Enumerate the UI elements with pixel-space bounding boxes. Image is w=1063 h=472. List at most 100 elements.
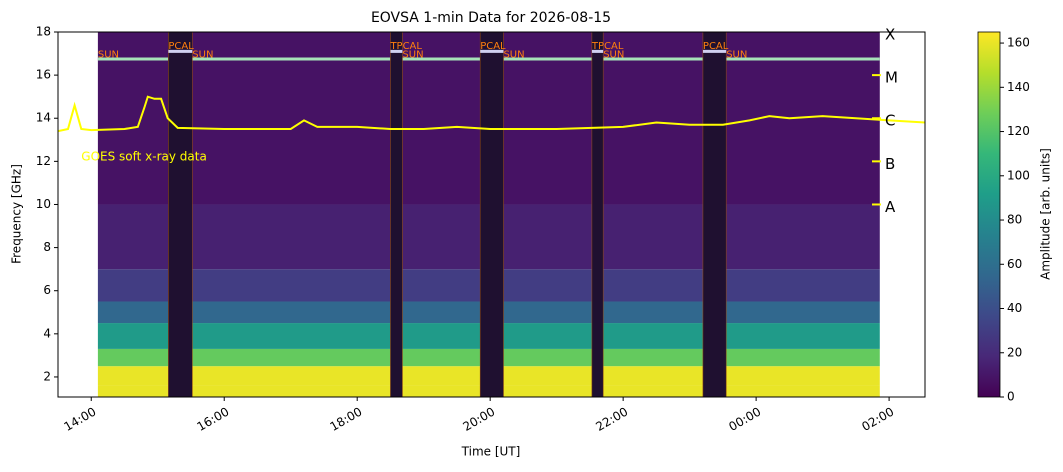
goes-class-label: B bbox=[885, 155, 895, 173]
colorbar-tick-label: 100 bbox=[1007, 168, 1030, 182]
goes-class-label: M bbox=[885, 69, 898, 87]
heatmap-cell bbox=[97, 32, 169, 205]
heatmap-cell bbox=[192, 323, 391, 349]
plot-frame bbox=[57, 31, 926, 398]
heatmap-cell bbox=[603, 323, 703, 349]
heatmap-cell bbox=[97, 323, 169, 349]
heatmap-cell bbox=[97, 301, 169, 324]
heatmap-cell bbox=[192, 269, 391, 302]
sun-label: SUN bbox=[98, 50, 119, 61]
heatmap-cell bbox=[97, 204, 169, 270]
goes-class-label: X bbox=[885, 26, 895, 44]
cal-label: TPCAL bbox=[591, 41, 624, 52]
cal-gap bbox=[479, 32, 504, 397]
heatmap-cell bbox=[726, 323, 880, 349]
sun-label: SUN bbox=[503, 50, 524, 61]
x-tick-label: 02:00 bbox=[859, 405, 896, 434]
heatmap-cell bbox=[603, 269, 703, 302]
y-tick-label: 18 bbox=[36, 25, 51, 39]
y-tick-label: 16 bbox=[36, 68, 51, 82]
heatmap-cell bbox=[603, 385, 703, 397]
colorbar-tick-label: 20 bbox=[1007, 345, 1022, 359]
colorbar-tick-label: 160 bbox=[1007, 36, 1030, 50]
heatmap-cell bbox=[402, 366, 481, 386]
heatmap-cell bbox=[726, 348, 880, 367]
heatmap-cell bbox=[192, 204, 391, 270]
goes-annotation: GOES soft x-ray data bbox=[81, 150, 207, 164]
x-tick-label: 00:00 bbox=[726, 405, 763, 434]
x-tick-label: 20:00 bbox=[460, 405, 497, 434]
sun-label: SUN bbox=[726, 50, 747, 61]
heatmap-cell bbox=[402, 323, 481, 349]
heatmap-cell bbox=[402, 32, 481, 205]
y-tick-label: 8 bbox=[43, 240, 51, 254]
heatmap-cell bbox=[726, 301, 880, 324]
heatmap-cell bbox=[726, 269, 880, 302]
cal-label: PCAL bbox=[168, 41, 194, 52]
heatmap-cell bbox=[97, 348, 169, 367]
goes-line bbox=[58, 95, 925, 133]
y-tick-label: 10 bbox=[36, 197, 51, 211]
heatmap-cell bbox=[402, 348, 481, 367]
x-tick-label: 22:00 bbox=[593, 405, 630, 434]
heatmap-cell bbox=[503, 366, 592, 386]
heatmap-cell bbox=[192, 348, 391, 367]
y-tick-label: 6 bbox=[43, 283, 51, 297]
colorbar bbox=[977, 31, 1001, 398]
y-axis-label: Frequency [GHz] bbox=[10, 164, 24, 264]
heatmap-cell bbox=[402, 204, 481, 270]
colorbar-tick-label: 80 bbox=[1007, 213, 1022, 227]
colorbar-tick-label: 0 bbox=[1007, 390, 1015, 404]
cal-gap bbox=[591, 32, 604, 397]
heatmap-cell bbox=[192, 366, 391, 386]
heatmap-cell bbox=[97, 269, 169, 302]
heatmap-cell bbox=[603, 366, 703, 386]
goes-class-label: A bbox=[885, 198, 896, 216]
heatmap-cell bbox=[402, 385, 481, 397]
cal-gap bbox=[702, 32, 727, 397]
y-tick-label: 12 bbox=[36, 154, 51, 168]
sun-label: SUN bbox=[192, 50, 213, 61]
y-tick-label: 4 bbox=[43, 326, 51, 340]
cal-gap bbox=[390, 32, 403, 397]
sun-label: SUN bbox=[603, 50, 624, 61]
cal-gap bbox=[168, 32, 193, 397]
x-tick-label: 18:00 bbox=[327, 405, 364, 434]
x-tick-label: 16:00 bbox=[195, 405, 232, 434]
x-axis-label: Time [UT] bbox=[461, 445, 521, 459]
cal-label: TPCAL bbox=[389, 41, 422, 52]
chart-title: EOVSA 1-min Data for 2026-08-15 bbox=[371, 10, 611, 26]
y-tick-label: 2 bbox=[43, 369, 51, 383]
heatmap-cell bbox=[192, 301, 391, 324]
y-tick-label: 14 bbox=[36, 111, 51, 125]
colorbar-label: Amplitude [arb. units] bbox=[1039, 148, 1053, 280]
heatmap-cell bbox=[603, 204, 703, 270]
heatmap-cell bbox=[97, 385, 169, 397]
heatmap-cell bbox=[503, 32, 592, 205]
goes-class-label: C bbox=[885, 112, 895, 130]
colorbar-tick-label: 40 bbox=[1007, 301, 1022, 315]
heatmap-cell bbox=[603, 348, 703, 367]
cal-label: PCAL bbox=[480, 41, 506, 52]
heatmap-cell bbox=[503, 269, 592, 302]
sun-label: SUN bbox=[402, 50, 423, 61]
heatmap-cell bbox=[402, 269, 481, 302]
colorbar-tick-label: 60 bbox=[1007, 257, 1022, 271]
heatmap-cell bbox=[603, 32, 703, 205]
heatmap-cell bbox=[603, 301, 703, 324]
cal-label: PCAL bbox=[703, 41, 729, 52]
heatmap-cell bbox=[726, 385, 880, 397]
heatmap-cell bbox=[192, 32, 391, 205]
colorbar-tick-label: 120 bbox=[1007, 124, 1030, 138]
x-tick-label: 14:00 bbox=[62, 405, 99, 434]
heatmap-cell bbox=[503, 323, 592, 349]
heatmap-cell bbox=[503, 348, 592, 367]
heatmap-cell bbox=[402, 301, 481, 324]
heatmap-cell bbox=[192, 385, 391, 397]
heatmap-cell bbox=[503, 301, 592, 324]
heatmap-cell bbox=[726, 204, 880, 270]
heatmap-cell bbox=[97, 366, 169, 386]
colorbar-tick-label: 140 bbox=[1007, 80, 1030, 94]
